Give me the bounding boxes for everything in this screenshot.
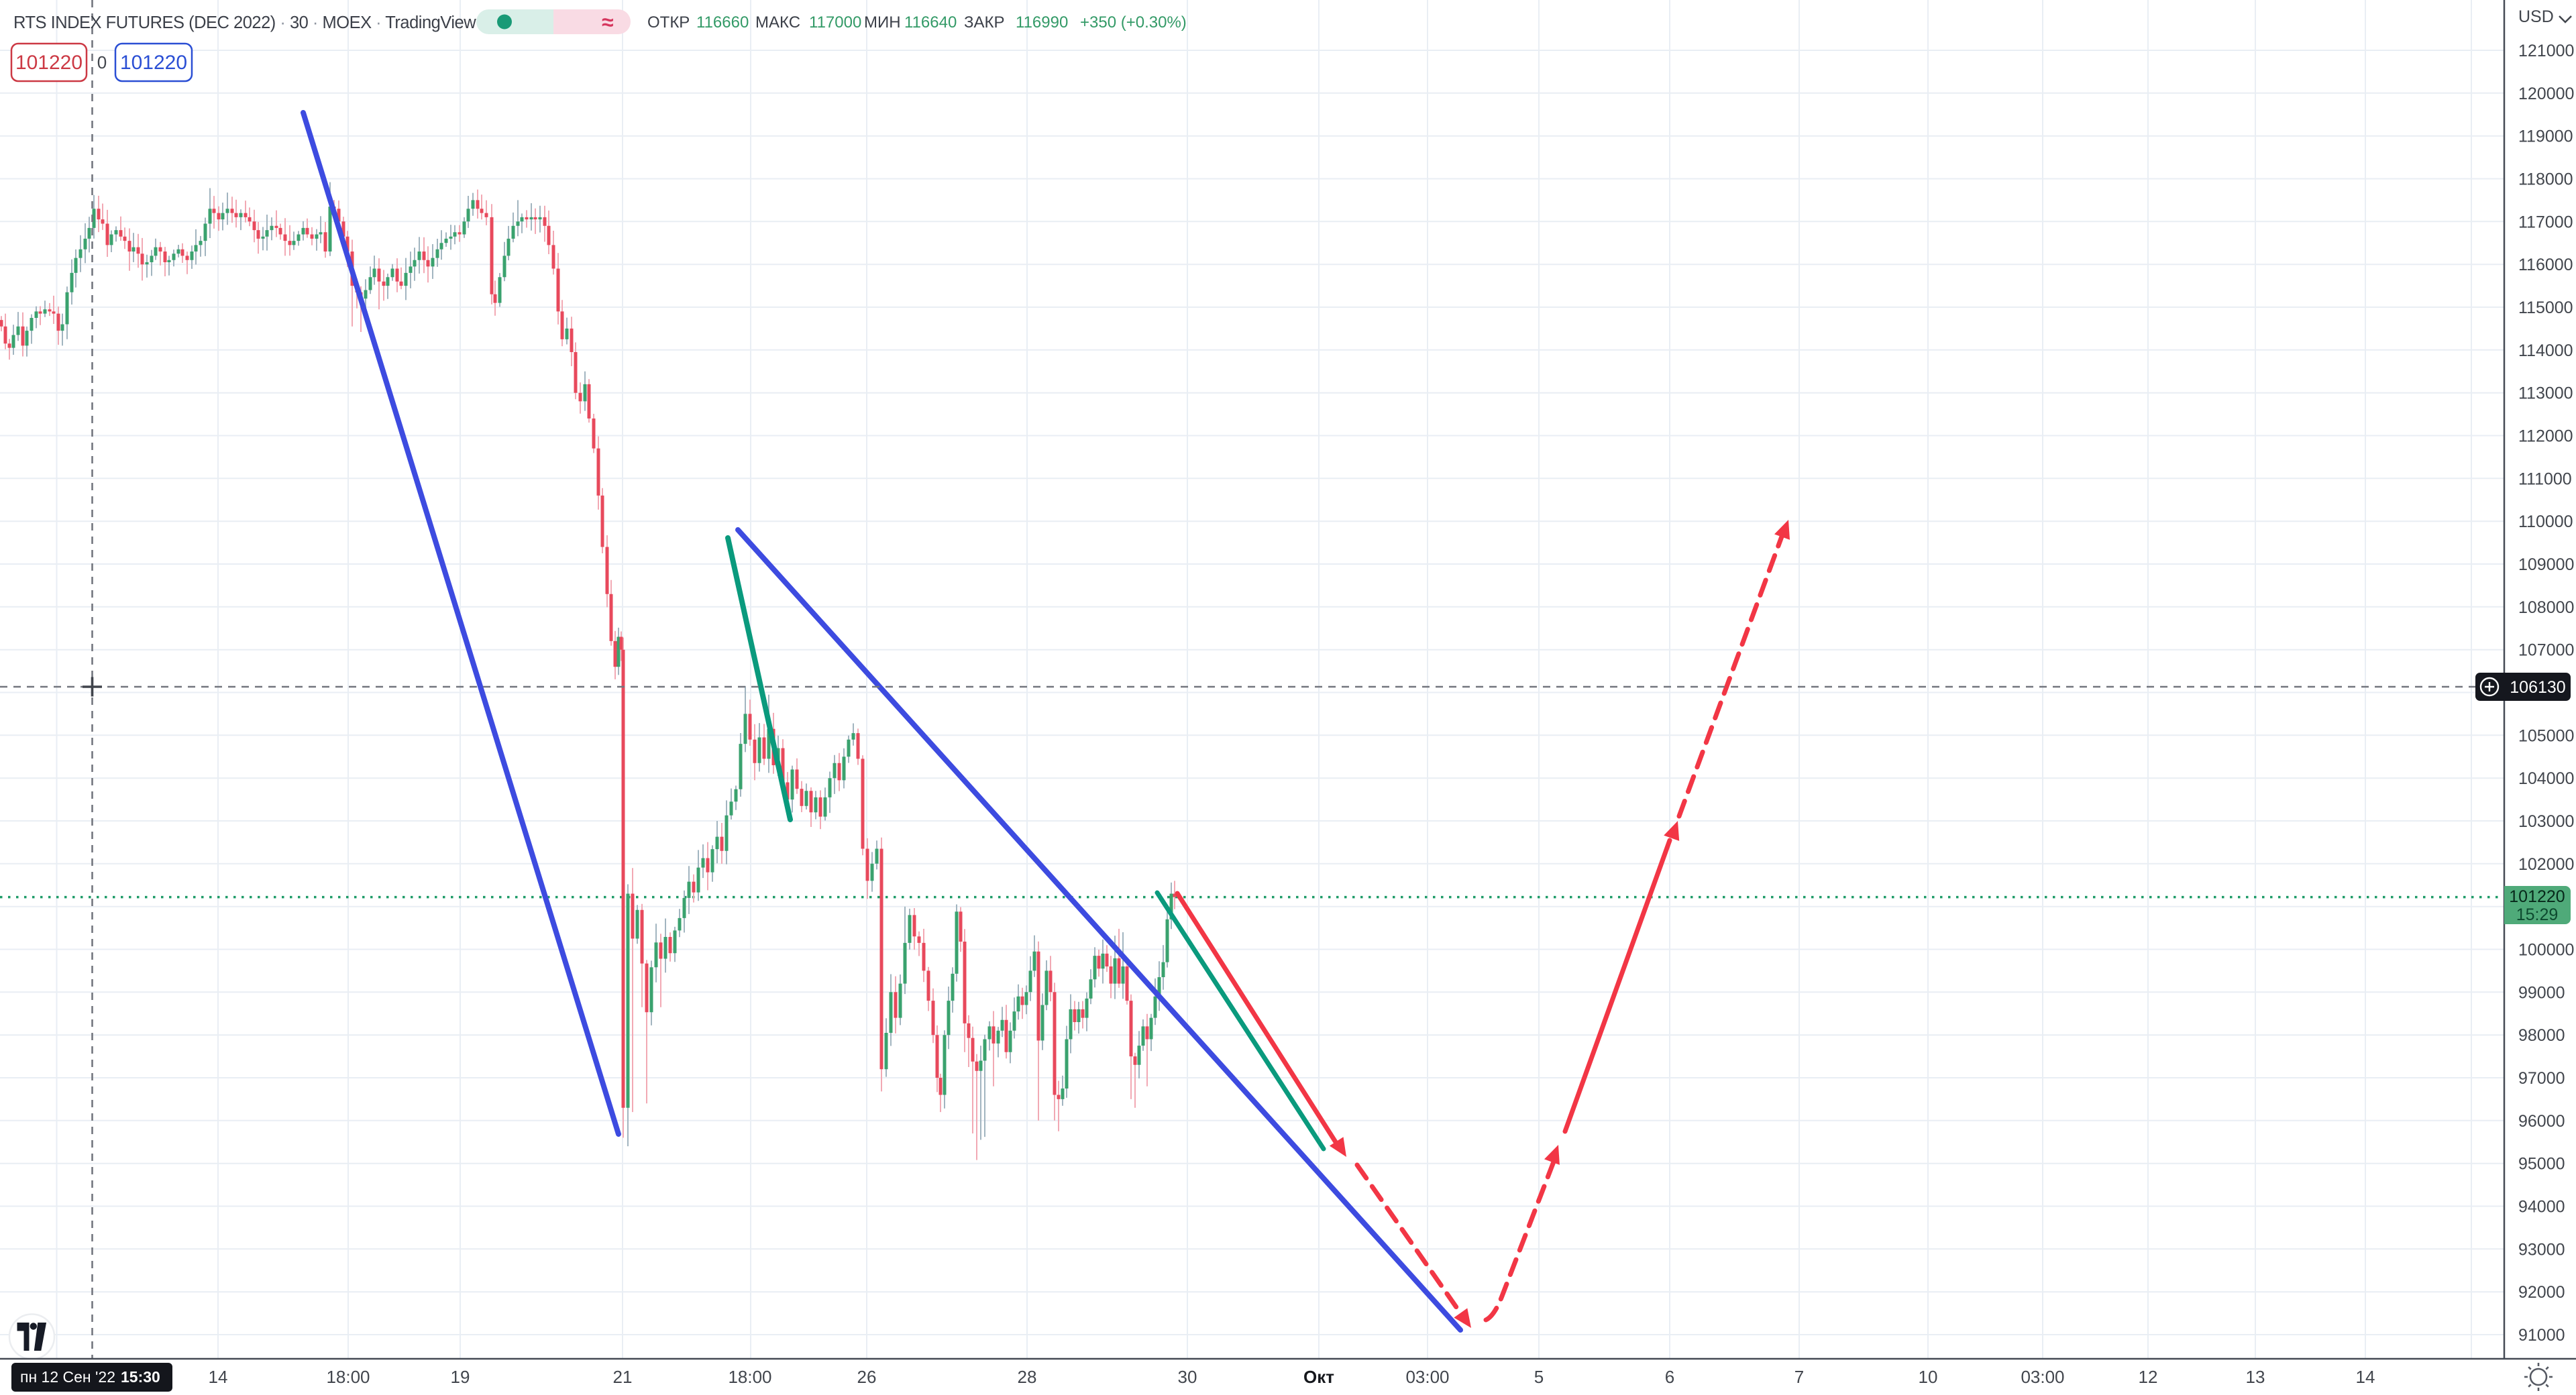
- svg-text:113000: 113000: [2518, 384, 2573, 403]
- svg-text:120000: 120000: [2518, 85, 2574, 103]
- svg-text:≈: ≈: [602, 10, 614, 34]
- svg-text:30: 30: [1178, 1367, 1197, 1387]
- svg-text:0: 0: [97, 52, 107, 72]
- svg-text:105000: 105000: [2518, 726, 2574, 745]
- svg-text:109000: 109000: [2518, 555, 2574, 574]
- svg-text:116660: 116660: [696, 13, 749, 32]
- svg-text:RTS INDEX FUTURES (DEC 2022) ·: RTS INDEX FUTURES (DEC 2022) · 30 · MOEX…: [13, 13, 476, 32]
- svg-text:19: 19: [451, 1367, 470, 1387]
- svg-text:118000: 118000: [2518, 170, 2573, 189]
- svg-text:14: 14: [2356, 1367, 2375, 1387]
- svg-text:91000: 91000: [2518, 1326, 2565, 1345]
- svg-text:21: 21: [613, 1367, 633, 1387]
- svg-text:106130: 106130: [2510, 678, 2565, 697]
- svg-text:116000: 116000: [2518, 256, 2573, 274]
- svg-text:103000: 103000: [2518, 812, 2574, 831]
- svg-text:97000: 97000: [2518, 1069, 2565, 1088]
- svg-text:ЗАКР: ЗАКР: [964, 13, 1005, 32]
- svg-text:15:30: 15:30: [121, 1368, 160, 1386]
- svg-text:13: 13: [2246, 1367, 2265, 1387]
- svg-text:03:00: 03:00: [2021, 1367, 2064, 1387]
- svg-text:+350 (+0.30%): +350 (+0.30%): [1080, 13, 1187, 32]
- svg-text:18:00: 18:00: [326, 1367, 370, 1387]
- svg-text:115000: 115000: [2518, 298, 2573, 317]
- svg-text:МАКС: МАКС: [755, 13, 800, 32]
- svg-text:101220: 101220: [2509, 887, 2565, 906]
- svg-text:12: 12: [2139, 1367, 2158, 1387]
- svg-text:112000: 112000: [2518, 427, 2573, 446]
- svg-text:99000: 99000: [2518, 983, 2565, 1002]
- svg-text:117000: 117000: [809, 13, 861, 32]
- svg-text:116990: 116990: [1016, 13, 1068, 32]
- svg-text:111000: 111000: [2518, 469, 2572, 488]
- svg-text:100000: 100000: [2518, 941, 2574, 960]
- svg-text:18:00: 18:00: [728, 1367, 771, 1387]
- svg-text:110000: 110000: [2518, 512, 2573, 531]
- svg-text:7: 7: [1794, 1367, 1804, 1387]
- svg-text:102000: 102000: [2518, 855, 2574, 874]
- svg-text:МИН: МИН: [864, 13, 901, 32]
- svg-text:108000: 108000: [2518, 598, 2574, 617]
- svg-text:95000: 95000: [2518, 1155, 2565, 1174]
- svg-text:Окт: Окт: [1303, 1367, 1334, 1387]
- svg-text:ОТКР: ОТКР: [647, 13, 690, 32]
- svg-text:10: 10: [1919, 1367, 1938, 1387]
- svg-text:пн 12 Сен '22: пн 12 Сен '22: [20, 1368, 115, 1386]
- svg-text:15:29: 15:29: [2516, 905, 2559, 924]
- svg-text:28: 28: [1018, 1367, 1037, 1387]
- svg-text:6: 6: [1665, 1367, 1674, 1387]
- svg-text:116640: 116640: [904, 13, 957, 32]
- svg-text:14: 14: [209, 1367, 228, 1387]
- svg-text:119000: 119000: [2518, 127, 2573, 146]
- svg-text:94000: 94000: [2518, 1198, 2565, 1217]
- svg-text:101220: 101220: [120, 52, 187, 74]
- svg-text:104000: 104000: [2518, 769, 2574, 788]
- svg-text:96000: 96000: [2518, 1112, 2565, 1131]
- svg-text:26: 26: [857, 1367, 877, 1387]
- svg-text:121000: 121000: [2518, 42, 2574, 60]
- svg-text:107000: 107000: [2518, 641, 2574, 660]
- svg-text:03:00: 03:00: [1405, 1367, 1449, 1387]
- svg-text:98000: 98000: [2518, 1026, 2565, 1045]
- svg-text:USD: USD: [2518, 7, 2554, 26]
- svg-text:93000: 93000: [2518, 1240, 2565, 1259]
- svg-text:117000: 117000: [2518, 213, 2573, 231]
- svg-text:92000: 92000: [2518, 1283, 2565, 1302]
- svg-text:114000: 114000: [2518, 341, 2573, 360]
- svg-text:5: 5: [1534, 1367, 1544, 1387]
- svg-text:101220: 101220: [15, 52, 83, 74]
